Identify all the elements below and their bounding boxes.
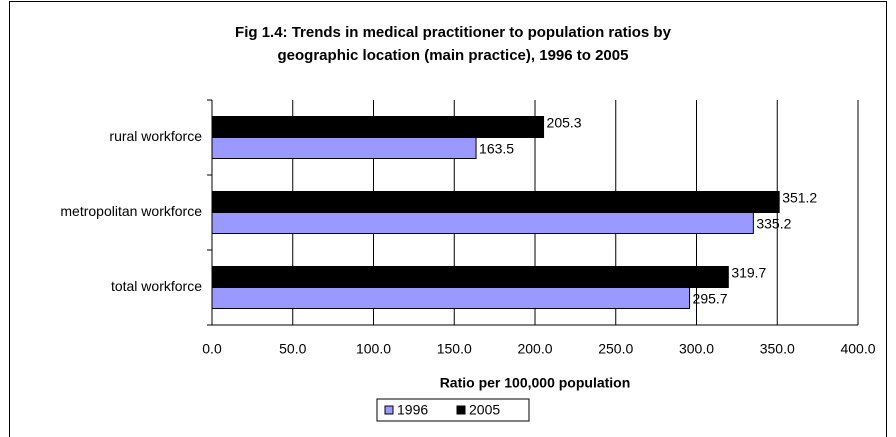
x-tick-label: 200.0 bbox=[517, 341, 552, 357]
x-tick-label: 100.0 bbox=[356, 341, 391, 357]
bar bbox=[211, 212, 754, 234]
x-tick-label: 300.0 bbox=[679, 341, 714, 357]
bar bbox=[211, 191, 780, 213]
x-tick-label: 150.0 bbox=[437, 341, 472, 357]
x-tick-label: 400.0 bbox=[840, 341, 875, 357]
y-tick-label: rural workforce bbox=[109, 128, 202, 144]
bar bbox=[211, 266, 729, 288]
x-tick-label: 250.0 bbox=[598, 341, 633, 357]
data-label: 205.3 bbox=[547, 115, 582, 131]
legend-label: 1996 bbox=[397, 402, 428, 418]
y-tick-label: metropolitan workforce bbox=[60, 203, 202, 219]
x-tick-label: 0.0 bbox=[202, 341, 222, 357]
data-label: 335.2 bbox=[756, 216, 791, 232]
legend-swatch bbox=[384, 405, 394, 415]
chart-title: geographic location (main practice), 199… bbox=[278, 47, 629, 64]
bar bbox=[211, 287, 691, 309]
bar bbox=[211, 116, 545, 138]
chart-title: Fig 1.4: Trends in medical practitioner … bbox=[235, 24, 672, 41]
axis-title: Ratio per 100,000 population bbox=[440, 375, 631, 391]
legend-label: 2005 bbox=[469, 402, 500, 418]
data-label: 295.7 bbox=[693, 291, 728, 307]
y-tick-label: total workforce bbox=[111, 278, 202, 294]
legend-box bbox=[376, 398, 530, 422]
data-label: 351.2 bbox=[782, 190, 817, 206]
data-label: 163.5 bbox=[479, 141, 514, 157]
bar bbox=[211, 137, 477, 159]
legend-swatch bbox=[456, 405, 466, 415]
x-tick-label: 50.0 bbox=[279, 341, 306, 357]
data-label: 319.7 bbox=[731, 265, 766, 281]
x-tick-label: 350.0 bbox=[760, 341, 795, 357]
